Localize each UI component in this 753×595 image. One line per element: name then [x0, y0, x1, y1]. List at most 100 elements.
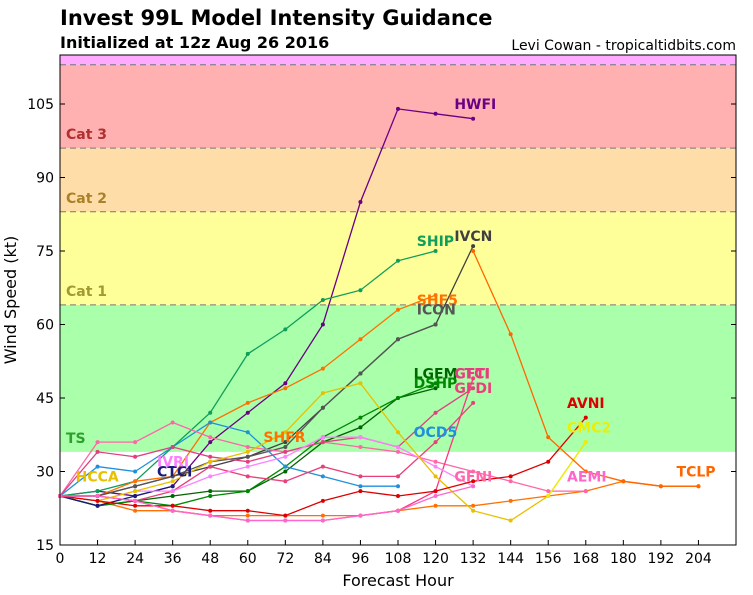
- series-label-9: GFDI: [454, 381, 492, 397]
- series-point-4-7: [320, 405, 325, 410]
- series-point-2-6: [283, 386, 288, 391]
- x-tick-label-7: 84: [314, 551, 332, 567]
- band-0: [60, 304, 736, 452]
- series-point-2-5: [245, 400, 250, 405]
- series-point-19-1: [508, 332, 513, 337]
- series-point-15-3: [170, 479, 175, 484]
- series-point-4-9: [396, 337, 400, 342]
- series-point-15-11: [471, 508, 476, 513]
- series-point-16-13: [546, 459, 551, 464]
- series-point-6-8: [358, 425, 363, 430]
- series-point-8-8: [358, 484, 363, 489]
- series-point-15-10: [433, 474, 438, 479]
- category-bands: TS Cat 1 Cat 2 Cat 3: [60, 55, 736, 452]
- chart-subtitle: Initialized at 12z Aug 26 2016: [60, 33, 329, 52]
- y-tick-label-2: 45: [36, 391, 54, 407]
- series-point-12-3: [170, 445, 175, 449]
- series-label-19: TCLP: [677, 464, 716, 480]
- series-point-1-1: [95, 489, 100, 494]
- series-label-5: SHFR: [263, 430, 305, 446]
- axes: 0 12 24 36 48 60 72 84 96 108 120 132 144 156 168 180 19…: [27, 54, 737, 567]
- series-point-14-6: [283, 454, 288, 459]
- series-point-9-11: [471, 400, 476, 405]
- series-label-18: AEMI: [567, 469, 607, 485]
- series-point-18-6: [283, 518, 288, 523]
- series-point-7-8: [358, 415, 363, 420]
- series-label-11: GFTI: [454, 366, 490, 382]
- series-point-12-4: [208, 454, 213, 459]
- series-point-1-6: [283, 327, 288, 332]
- series-point-12-5: [245, 459, 250, 464]
- series-point-17-1: [583, 440, 588, 445]
- series-point-0-9: [396, 106, 400, 111]
- series-point-10-14: [583, 489, 588, 494]
- series-label-8: OCD5: [414, 425, 458, 441]
- series-label-15: HCCA: [76, 469, 119, 485]
- series-point-8-4: [208, 420, 213, 425]
- series-line-8: [59, 421, 398, 497]
- x-tick-label-14: 168: [572, 551, 599, 567]
- series-point-16-7: [320, 498, 325, 503]
- series-point-10-2: [133, 440, 138, 445]
- chart-title: Invest 99L Model Intensity Guidance: [60, 6, 493, 30]
- series-point-16-3: [170, 503, 175, 508]
- series-point-14-4: [208, 474, 213, 479]
- y-tick-label-5: 90: [36, 171, 54, 187]
- x-tick-label-6: 72: [276, 551, 294, 567]
- series-point-15-8: [358, 381, 363, 386]
- series-label-6: LGEM: [414, 366, 458, 382]
- series-point-13-3: [170, 484, 175, 489]
- series-point-4-5: [245, 454, 250, 459]
- series-point-0-10: [433, 111, 438, 116]
- x-tick-label-10: 120: [422, 551, 449, 567]
- series-point-18-11: [471, 484, 476, 489]
- series-point-4-3: [170, 474, 175, 479]
- series-point-16-9: [396, 494, 400, 498]
- series-line-18: [60, 485, 474, 522]
- series-point-5-5: [245, 513, 250, 518]
- series-point-14-3: [170, 489, 175, 494]
- series-point-0-7: [320, 322, 325, 327]
- series-point-16-10: [433, 489, 438, 494]
- series-point-16-2: [133, 503, 138, 508]
- series-point-1-5: [245, 351, 250, 356]
- series-point-4-8: [358, 371, 363, 376]
- series-point-2-8: [358, 337, 363, 342]
- series-label-0: HWFI: [454, 97, 496, 113]
- series-point-18-10: [433, 494, 438, 498]
- series-point-9-8: [358, 474, 363, 479]
- series-point-16-1: [95, 498, 100, 503]
- series-point-10-12: [508, 479, 513, 484]
- series-point-4-10: [433, 322, 438, 327]
- series-point-1-9: [396, 258, 400, 263]
- series-point-0-8: [358, 200, 363, 204]
- series-point-6-3: [170, 494, 175, 498]
- series-point-5-12: [508, 498, 513, 503]
- series-point-18-1: [95, 494, 100, 498]
- band-3: [60, 64, 736, 149]
- series-point-0-6: [283, 381, 288, 386]
- x-tick-label-2: 24: [126, 551, 144, 567]
- series-point-5-2: [133, 508, 138, 513]
- series-point-18-9: [396, 508, 400, 513]
- series-point-1-7: [320, 298, 325, 302]
- series-point-14-10: [433, 464, 438, 469]
- series-point-3-6: [283, 440, 288, 445]
- series-point-12-11: [471, 386, 476, 391]
- series-point-9-5: [245, 474, 250, 479]
- band-label-2: Cat 2: [66, 191, 107, 207]
- series-point-10-3: [170, 420, 175, 425]
- series-point-10-1: [95, 440, 100, 445]
- series-point-2-9: [396, 307, 400, 312]
- chart-credit: Levi Cowan - tropicaltidbits.com: [511, 38, 736, 54]
- series-point-8-9: [396, 484, 400, 489]
- series-point-18-2: [133, 498, 138, 503]
- x-tick-label-16: 192: [648, 551, 675, 567]
- series-point-17-0: [546, 494, 551, 498]
- series-point-6-10: [433, 386, 438, 391]
- series-point-18-7: [320, 518, 325, 523]
- series-point-19-3: [583, 469, 588, 474]
- series-lines: [58, 106, 701, 523]
- band-2: [60, 148, 736, 212]
- series-label-4: ICON: [417, 303, 456, 319]
